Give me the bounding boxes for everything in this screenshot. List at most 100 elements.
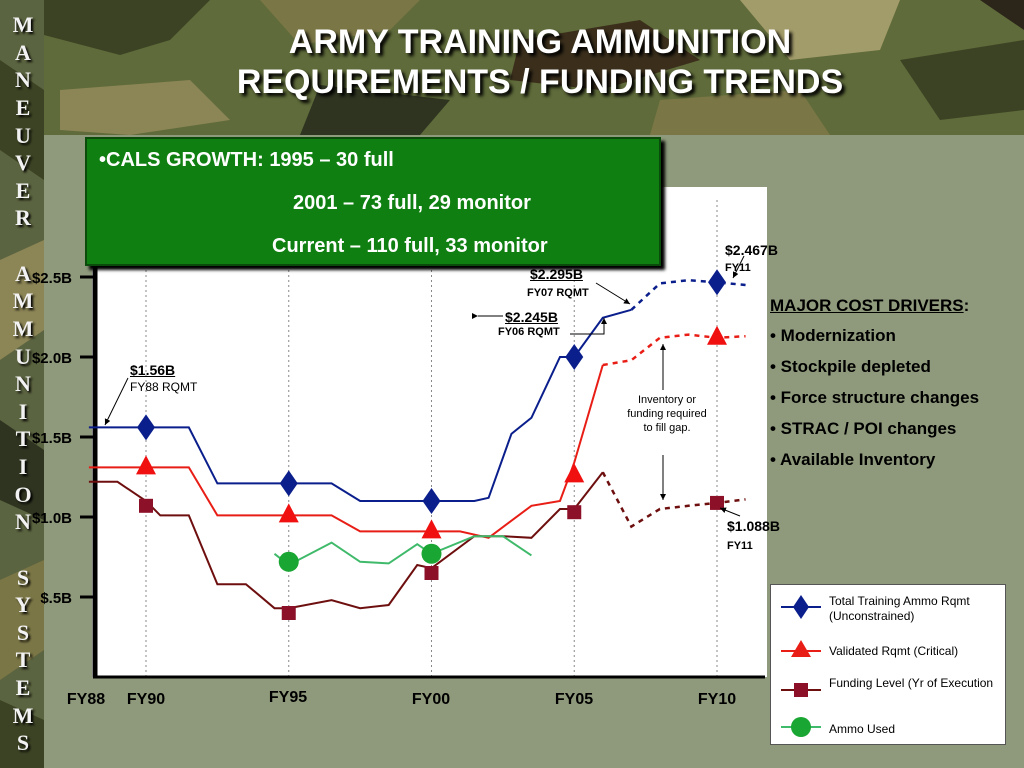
sidebar-letter: E: [15, 675, 31, 701]
y-tick-label: $1.5B: [32, 430, 72, 447]
cals-growth-box: •CALS GROWTH: 1995 – 30 full 2001 – 73 f…: [85, 137, 661, 266]
annotation-1560-value: $1.56B: [130, 362, 176, 378]
sidebar-letter: M: [12, 12, 34, 37]
legend-triangle-icon: [791, 640, 811, 657]
cost-drivers-colon: :: [963, 296, 970, 315]
annotation-1088-note: FY11: [727, 540, 753, 552]
annotation-1560-note: FY88 RQMT: [130, 380, 198, 394]
sidebar-letter: I: [18, 398, 28, 424]
cost-drivers-title: MAJOR COST DRIVERS: [770, 296, 964, 315]
annotation-2467-value: $2.467B: [725, 242, 778, 258]
data-point-square: [281, 606, 296, 620]
data-point-diamond: [422, 488, 441, 514]
data-point-circle: [278, 551, 299, 572]
x-tick-label: FY90: [127, 691, 165, 708]
sidebar-letter: A: [15, 39, 31, 65]
arrow-2295: [595, 282, 631, 305]
data-point-triangle: [564, 463, 585, 483]
data-point-diamond: [565, 344, 584, 370]
cost-driver-item: • Stockpile depleted: [770, 357, 931, 376]
y-tick-label: $2.5B: [32, 270, 72, 287]
annotation-2467-note: FY11: [725, 262, 751, 274]
gap-annotation: Inventory or funding required to fill ga…: [627, 394, 707, 434]
sidebar-letter: M: [12, 315, 34, 341]
sidebar-letter: R: [15, 205, 31, 231]
sidebar-letter: I: [18, 454, 28, 480]
x-tick-label: FY05: [555, 691, 593, 708]
sidebar-letter: U: [15, 343, 31, 369]
sidebar-letter: N: [15, 371, 31, 397]
sidebar-letter: T: [15, 647, 31, 673]
slide-title: ARMY TRAINING AMMUNITION REQUIREMENTS / …: [60, 22, 1020, 102]
data-point-square: [424, 566, 439, 580]
data-point-triangle: [421, 519, 442, 539]
sidebar-letter: S: [16, 730, 30, 756]
legend-label-funding: Funding Level (Yr of Execution: [829, 676, 994, 690]
series-line: [88, 471, 604, 610]
legend-circle-icon: [791, 717, 811, 737]
arrow-1560: [104, 377, 129, 426]
arrow-2245: [570, 318, 607, 335]
chart-legend: Total Training Ammo Rqmt (Unconstrained)…: [770, 584, 1006, 745]
x-tick-label: FY88: [67, 691, 105, 708]
legend-square-icon: [794, 683, 808, 697]
arrow-1088: [719, 507, 741, 517]
sidebar-letter: M: [12, 288, 34, 314]
legend-symbols: [781, 595, 821, 737]
cals-line-3: Current – 110 full, 33 monitor: [272, 235, 548, 257]
series-line: [88, 364, 604, 539]
series-line: [273, 535, 532, 567]
annotation-1088-value: $1.088B: [727, 518, 780, 534]
annotation-2245-note: FY06 RQMT: [498, 326, 560, 338]
sidebar-letter: E: [15, 177, 31, 203]
sidebar-letter: S: [16, 619, 30, 645]
data-point-diamond: [708, 269, 726, 296]
sidebar-letter: A: [15, 260, 31, 286]
legend-label-validated: Validated Rqmt (Critical): [829, 644, 959, 658]
series-projection-line: [602, 333, 746, 367]
sidebar-letter: Y: [15, 592, 31, 618]
annotation-2245-value: $2.245B: [505, 309, 558, 325]
slide-title-line2: REQUIREMENTS / FUNDING TRENDS: [236, 63, 844, 101]
data-point-triangle: [707, 325, 727, 345]
data-point-square: [710, 495, 724, 510]
data-point-diamond: [137, 414, 155, 441]
sidebar-letter: V: [15, 150, 31, 176]
series-projection-line: [630, 278, 746, 311]
sidebar-letter: N: [15, 67, 31, 93]
legend-label-total: Total Training Ammo Rqmt (Unconstrained): [829, 594, 970, 623]
cost-drivers-list: MAJOR COST DRIVERS: • Modernization • St…: [770, 296, 1020, 481]
cost-driver-item: • STRAC / POI changes: [770, 419, 957, 438]
x-tick-label: FY95: [269, 689, 307, 706]
data-point-diamond: [279, 470, 298, 497]
cals-line-1: •CALS GROWTH: 1995 – 30 full: [99, 149, 394, 171]
annotation-2295-note: FY07 RQMT: [527, 287, 589, 299]
sidebar-letter: N: [15, 509, 31, 535]
sidebar-letter: O: [14, 481, 32, 507]
data-point-triangle: [136, 455, 156, 475]
data-point-circle: [421, 543, 442, 564]
cost-driver-item: • Modernization: [770, 326, 896, 345]
sidebar-letter: M: [12, 702, 34, 728]
data-point-square: [567, 505, 582, 520]
arrow-2467: [732, 255, 745, 279]
sidebar-letter: U: [15, 122, 31, 148]
data-point-triangle: [278, 503, 299, 523]
sidebar-letter: E: [15, 94, 31, 120]
annotation-2295-value: $2.295B: [530, 266, 583, 282]
series-line: [88, 308, 632, 502]
series-projection-line: [601, 471, 746, 529]
cost-driver-item: • Available Inventory: [770, 450, 936, 469]
cost-drivers-heading: MAJOR COST DRIVERS:: [770, 296, 1020, 316]
x-tick-label: FY10: [698, 691, 736, 708]
y-tick-label: $2.0B: [32, 350, 72, 367]
slide-title-line1: ARMY TRAINING AMMUNITION: [288, 23, 792, 61]
legend-diamond-icon: [793, 595, 809, 619]
cals-line-2: 2001 – 73 full, 29 monitor: [293, 192, 531, 214]
sidebar-letter: S: [16, 564, 30, 590]
data-point-square: [139, 498, 153, 513]
x-tick-label: FY00: [412, 691, 450, 708]
y-tick-label: $1.0B: [32, 510, 72, 527]
